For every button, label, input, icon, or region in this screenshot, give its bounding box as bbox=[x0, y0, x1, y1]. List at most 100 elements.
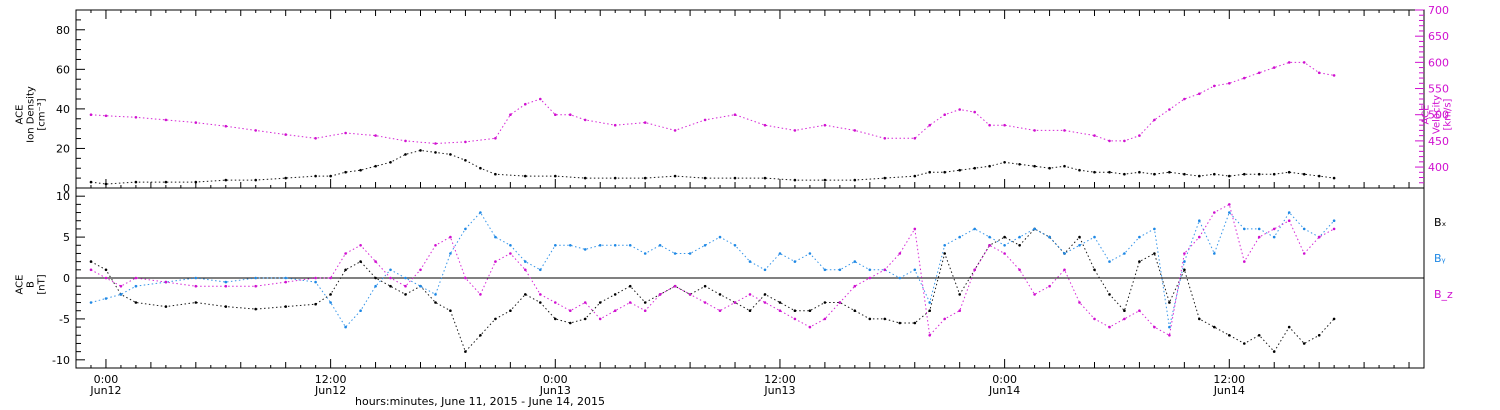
bottom-series-2-point bbox=[1048, 284, 1051, 288]
top-series-0-point bbox=[464, 159, 467, 162]
top-series-1-point bbox=[1153, 118, 1156, 122]
top-series-1-point bbox=[254, 129, 257, 132]
bottom-series-2-point bbox=[569, 309, 572, 313]
bottom-series-0-point bbox=[404, 293, 407, 296]
top-panel-frame bbox=[75, 9, 1425, 189]
bottom-series-0-point bbox=[1198, 317, 1201, 321]
top-series-1-point bbox=[104, 114, 108, 118]
bottom-series-2-point bbox=[1257, 235, 1261, 239]
top-series-0-point bbox=[1033, 164, 1036, 168]
bottom-series-2-point bbox=[988, 244, 991, 247]
bottom-series-1-line bbox=[90, 211, 1335, 328]
bottom-series-1-point bbox=[194, 276, 198, 280]
top-series-0-point bbox=[404, 153, 407, 156]
bottom-series-1-point bbox=[569, 244, 572, 247]
bottom-series-2-point bbox=[958, 309, 961, 313]
bottom-series-0-line bbox=[90, 228, 1335, 353]
bottom-series-0-point bbox=[344, 268, 347, 272]
top-series-1-point bbox=[194, 121, 198, 124]
top-series-1-point bbox=[539, 97, 542, 101]
top-series-0-point bbox=[1153, 172, 1156, 176]
top-series-1-point bbox=[509, 113, 512, 116]
top-left-axis-label-line1: ACE bbox=[14, 104, 26, 125]
bottom-series-1-point bbox=[748, 260, 752, 263]
bottom-series-1-point bbox=[823, 268, 827, 272]
bottom-series-1-point bbox=[524, 260, 527, 263]
bottom-left-tick-label: 5 bbox=[63, 231, 70, 244]
legend-entry: Bₓ bbox=[1434, 216, 1447, 229]
top-series-1-point bbox=[703, 118, 707, 122]
bottom-series-0-point bbox=[1138, 260, 1141, 263]
top-series-0-point bbox=[479, 166, 482, 170]
bottom-series-0-point bbox=[613, 293, 617, 296]
top-series-1-point bbox=[1302, 61, 1306, 64]
top-series-0-point bbox=[374, 164, 377, 168]
bottom-series-1-point bbox=[778, 252, 782, 255]
top-series-1-point bbox=[374, 134, 377, 137]
bottom-series-2-point bbox=[1168, 334, 1171, 337]
x-tick-date-label: Jun14 bbox=[988, 384, 1020, 397]
top-series-0-point bbox=[314, 174, 317, 178]
bottom-series-2-point bbox=[748, 293, 752, 296]
bottom-series-1-point bbox=[658, 244, 662, 247]
bottom-series-2-point bbox=[583, 301, 587, 304]
top-series-0-point bbox=[1243, 172, 1246, 176]
top-series-1-point bbox=[1108, 139, 1111, 143]
bottom-series-1-point bbox=[1287, 211, 1291, 214]
bottom-series-2-point bbox=[1018, 268, 1021, 272]
top-series-1-point bbox=[1198, 92, 1201, 96]
bottom-series-1-point bbox=[1198, 219, 1201, 222]
bottom-series-2-line bbox=[90, 203, 1335, 337]
top-series-0-point bbox=[1018, 163, 1021, 166]
top-right-tick-label: 600 bbox=[1428, 56, 1449, 69]
bottom-series-1-point bbox=[628, 244, 632, 247]
bottom-series-0-point bbox=[1093, 268, 1096, 272]
bottom-series-1-point bbox=[1228, 211, 1231, 214]
top-series-0-point bbox=[583, 176, 587, 180]
top-series-0-point bbox=[284, 176, 288, 180]
bottom-series-2-point bbox=[703, 301, 707, 304]
top-series-0-point bbox=[1257, 172, 1261, 176]
bottom-series-0-point bbox=[1332, 317, 1336, 321]
bottom-series-0-point bbox=[793, 309, 797, 313]
top-series-0-point bbox=[359, 168, 362, 172]
bottom-series-0-point bbox=[1078, 235, 1081, 239]
bottom-series-2-point bbox=[524, 268, 527, 272]
bottom-series-1-point bbox=[449, 252, 452, 255]
top-series-1-point bbox=[164, 118, 168, 122]
top-series-0-point bbox=[1198, 174, 1201, 178]
top-series-1-point bbox=[404, 139, 407, 143]
bottom-series-2-point bbox=[134, 276, 138, 280]
legend-entry: B_z bbox=[1434, 288, 1453, 301]
top-series-1-point bbox=[494, 137, 497, 140]
top-right-tick-label: 700 bbox=[1428, 4, 1449, 17]
bottom-series-0-point bbox=[509, 309, 512, 313]
bottom-series-0-point bbox=[494, 317, 497, 321]
top-series-0-point bbox=[1183, 172, 1186, 176]
bottom-series-2-point bbox=[643, 309, 647, 313]
top-series-1-point bbox=[673, 129, 677, 132]
bottom-left-tick-label: -5 bbox=[59, 313, 70, 326]
bottom-series-0-point bbox=[449, 309, 452, 313]
bottom-series-1-point bbox=[1153, 227, 1156, 231]
top-series-0-point bbox=[973, 166, 976, 170]
bottom-series-0-point bbox=[1183, 268, 1186, 272]
x-tick-date-label: Jun13 bbox=[763, 384, 795, 397]
bottom-series-0-point bbox=[1003, 235, 1006, 239]
top-series-1-point bbox=[1033, 129, 1036, 132]
bottom-series-2-point bbox=[254, 284, 257, 288]
top-right-axis-label: ACE Velocity [km/s] bbox=[1421, 75, 1454, 155]
bottom-series-0-point bbox=[868, 317, 872, 321]
bottom-series-2-point bbox=[613, 309, 617, 313]
bottom-series-2-point bbox=[808, 325, 812, 329]
bottom-series-1-point bbox=[673, 252, 677, 255]
bottom-series-1-point bbox=[1168, 325, 1171, 329]
bottom-series-1-point bbox=[1003, 244, 1006, 247]
bottom-series-0-point bbox=[598, 301, 602, 304]
bottom-series-2-point bbox=[479, 293, 482, 296]
bottom-series-0-point bbox=[89, 260, 93, 263]
bottom-series-1-point bbox=[1033, 227, 1036, 231]
top-right-tick-label: 550 bbox=[1428, 83, 1449, 96]
bottom-series-0-point bbox=[314, 302, 317, 306]
